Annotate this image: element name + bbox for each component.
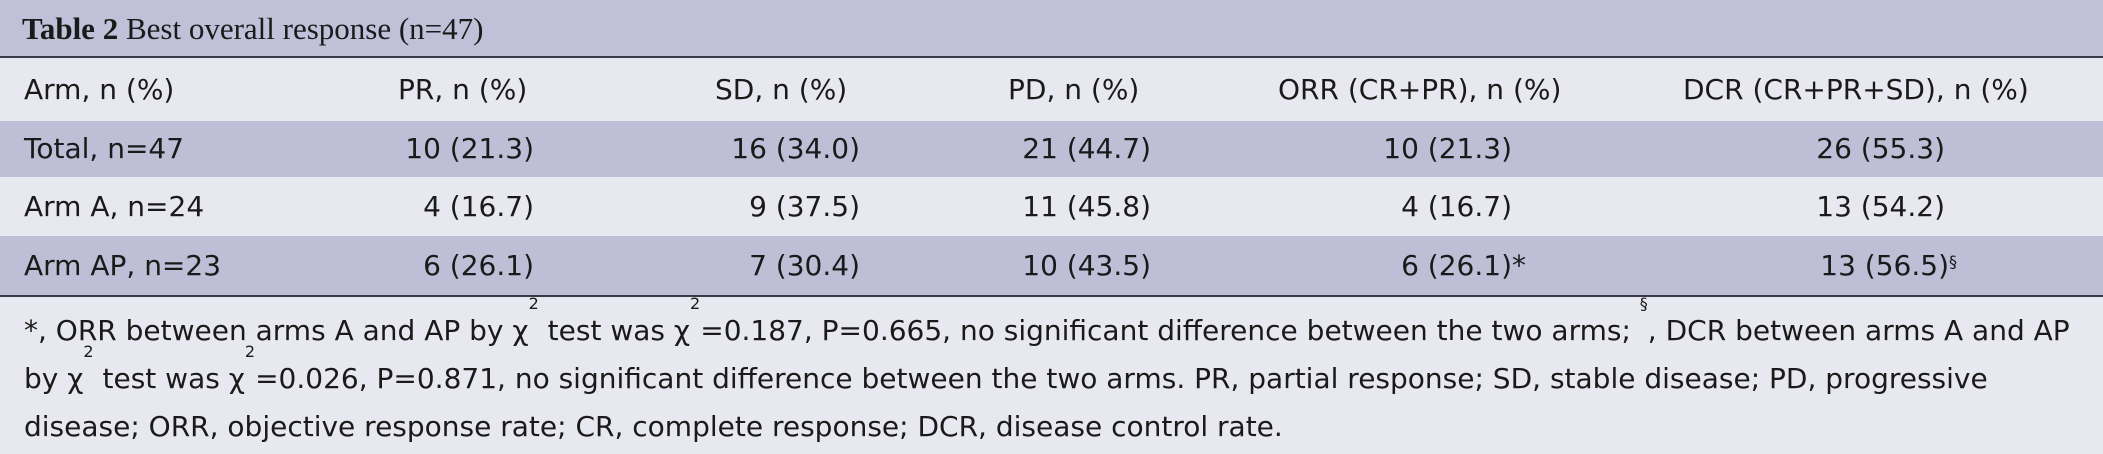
footnote-text: test was χ [538, 314, 691, 347]
column-header: PD, n (%) [1008, 73, 1140, 106]
table-cell: 6 (26.1) [423, 236, 534, 295]
cell-text: 6 (26.1) [1401, 249, 1512, 282]
table-row: Arm AP, n=23 6 (26.1) 7 (30.4) 10 (43.5) 6 (… [0, 236, 2103, 295]
table-cell: 16 (34.0) [731, 121, 860, 177]
footnote: *, ORR between arms A and AP by χ2 test … [0, 295, 2103, 454]
footnote-text: =0.026, P=0.871, no significant differen… [24, 362, 1988, 443]
table-caption: Best overall response (n=47) [125, 11, 484, 46]
table-cell: 10 (21.3) [405, 121, 534, 177]
table-cell: 4 (16.7) [423, 177, 534, 236]
column-header: PR, n (%) [398, 73, 528, 106]
table-cell: 26 (55.3) [1816, 121, 1945, 177]
row-label: Arm A, n=24 [24, 177, 204, 236]
cell-text: Arm A, n=24 [24, 190, 205, 223]
cell-text: 10 (21.3) [1383, 132, 1512, 165]
cell-text: 6 (26.1) [423, 249, 534, 282]
column-header: DCR (CR+PR+SD), n (%) [1683, 73, 2029, 106]
row-label: Arm AP, n=23 [24, 236, 221, 295]
header-row: Arm, n (%) PR, n (%) SD, n (%) PD, n (%) ORR… [0, 59, 2103, 121]
cell-text: 4 (16.7) [423, 190, 534, 223]
footnote-superscript: 2 [83, 342, 94, 361]
cell-superscript: § [1949, 252, 1957, 271]
table-row: Total, n=47 10 (21.3) 16 (34.0) 21 (44.7) 10… [0, 121, 2103, 177]
table-cell: 13 (54.2) [1816, 177, 1945, 236]
cell-text: 13 (54.2) [1816, 190, 1945, 223]
column-header: SD, n (%) [715, 73, 848, 106]
cell-text: 16 (34.0) [731, 132, 860, 165]
table-cell: 11 (45.8) [1022, 177, 1151, 236]
cell-text: 13 (56.5) [1820, 249, 1949, 282]
footnote-superscript: 2 [528, 294, 539, 313]
table-cell: 4 (16.7) [1401, 177, 1512, 236]
table-cell: 9 (37.5) [749, 177, 860, 236]
table-row: Arm A, n=24 4 (16.7) 9 (37.5) 11 (45.8) 4 (1… [0, 177, 2103, 236]
column-header: ORR (CR+PR), n (%) [1278, 73, 1562, 106]
footnote-superscript: § [1639, 294, 1648, 313]
cell-text: 10 (21.3) [405, 132, 534, 165]
footnote-text: , DCR between arms A and AP by χ [24, 314, 2070, 395]
cell-text: 7 (30.4) [749, 249, 860, 282]
table-title: Table 2 Best overall response (n=47) [0, 0, 2103, 58]
cell-text: Total, n=47 [24, 132, 185, 165]
cell-text: Arm AP, n=23 [24, 249, 222, 282]
cell-text: 21 (44.7) [1022, 132, 1151, 165]
footnote-superscript: 2 [244, 342, 256, 361]
cell-text: 4 (16.7) [1401, 190, 1512, 223]
table-cell: 13 (56.5)§ [1820, 236, 1957, 295]
cell-note: * [1512, 249, 1526, 282]
cell-text: 26 (55.3) [1816, 132, 1945, 165]
footnote-text: =0.187, P=0.665, no significant differen… [700, 314, 1640, 347]
footnote-superscript: 2 [690, 294, 701, 313]
cell-text: 9 (37.5) [749, 190, 860, 223]
column-header: Arm, n (%) [24, 73, 175, 106]
row-label: Total, n=47 [24, 121, 184, 177]
table-cell: 21 (44.7) [1022, 121, 1151, 177]
cell-text: 11 (45.8) [1022, 190, 1151, 223]
table-label: Table 2 [22, 11, 119, 46]
table-cell: 10 (43.5) [1022, 236, 1151, 295]
table-cell: 10 (21.3) [1383, 121, 1512, 177]
table-cell: 7 (30.4) [749, 236, 860, 295]
cell-text: 10 (43.5) [1022, 249, 1151, 282]
table-cell: 6 (26.1)* [1401, 236, 1526, 295]
footnote-text: *, ORR between arms A and AP by χ [24, 314, 529, 347]
footnote-text: test was χ [93, 362, 245, 395]
